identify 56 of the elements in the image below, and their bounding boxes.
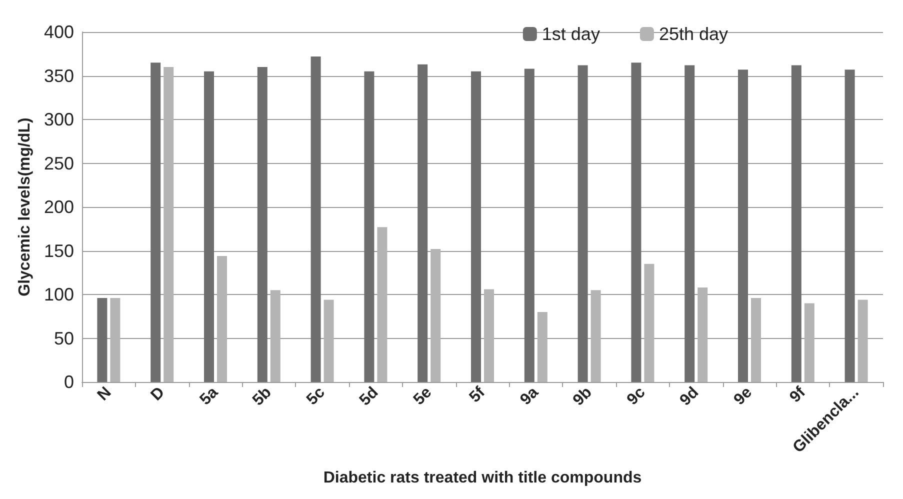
x-tick-label: 5c	[304, 384, 328, 409]
x-tick-label: 9e	[730, 384, 756, 409]
bar	[257, 67, 268, 382]
x-tick-label: 5e	[410, 384, 436, 409]
bar	[684, 65, 695, 382]
bar	[430, 249, 441, 382]
bar	[150, 62, 161, 382]
bar	[418, 64, 428, 382]
y-tick-label: 150	[44, 240, 74, 261]
y-tick-label: 0	[64, 372, 74, 392]
x-tick-label: 9a	[517, 384, 542, 409]
legend-label: 25th day	[658, 24, 728, 44]
bar	[590, 290, 601, 382]
y-axis-title: Glycemic levels(mg/dL)	[16, 118, 34, 296]
bar	[204, 71, 214, 382]
bar	[537, 312, 548, 382]
bar	[524, 68, 534, 382]
bar	[644, 264, 654, 382]
bar	[471, 71, 481, 382]
bar	[804, 303, 814, 382]
bar	[270, 290, 280, 382]
bar	[858, 300, 868, 382]
x-tick-label: 5d	[356, 384, 382, 410]
bar	[844, 70, 855, 382]
y-tick-label: 400	[44, 22, 74, 42]
bar	[324, 300, 334, 382]
bar	[738, 70, 748, 382]
bar	[698, 288, 708, 382]
x-tick-label: 9c	[624, 384, 649, 409]
y-tick-label: 100	[44, 284, 74, 304]
bar	[578, 65, 588, 382]
y-tick-label: 200	[44, 197, 74, 217]
bar	[110, 298, 120, 382]
y-tick-label: 50	[54, 328, 74, 348]
x-axis-title: Diabetic rats treated with title compounds	[323, 470, 642, 486]
bar	[164, 67, 174, 382]
y-tick-label: 350	[44, 66, 74, 86]
x-tick-label: 5a	[196, 384, 222, 409]
bar	[484, 289, 494, 382]
legend-label: 1st day	[542, 24, 600, 44]
bar	[310, 56, 321, 382]
bar	[751, 298, 761, 382]
x-tick-label: D	[148, 384, 168, 404]
x-tick-label: N	[94, 384, 115, 404]
y-tick-label: 250	[44, 153, 74, 174]
bar	[217, 256, 227, 382]
bar	[377, 227, 388, 382]
bar	[364, 71, 374, 382]
bar	[631, 62, 642, 382]
bar	[97, 298, 108, 382]
x-tick-label: 9b	[570, 384, 596, 410]
x-tick-label: 5b	[250, 384, 276, 410]
x-tick-label: 9d	[676, 384, 702, 410]
y-tick-label: 300	[44, 110, 74, 130]
x-tick-label: 5f	[466, 384, 489, 406]
bar	[791, 65, 802, 382]
